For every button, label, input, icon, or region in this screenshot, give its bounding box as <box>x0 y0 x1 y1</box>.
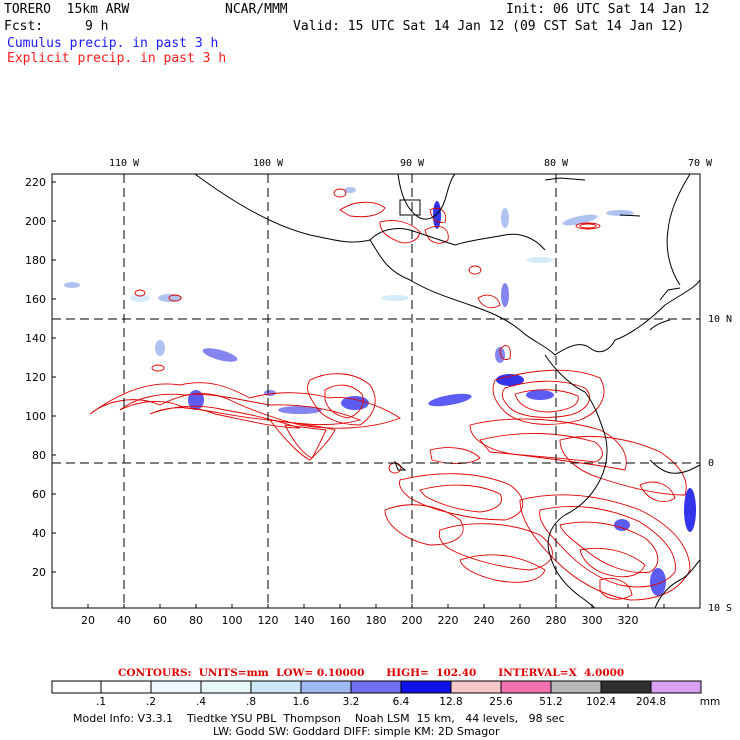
x-tick-label: 300 <box>582 614 603 627</box>
explicit-precip-contours <box>89 188 691 601</box>
contour-info: CONTOURS: UNITS=mm LOW= 0.10000 HIGH= 10… <box>118 667 625 679</box>
x-tick-label: 120 <box>258 614 279 627</box>
lon-label: 90 W <box>400 158 425 169</box>
color-bar-label: 25.6 <box>489 696 513 708</box>
color-bar-label: 1.6 <box>293 696 310 708</box>
x-tick-label: 100 <box>222 614 243 627</box>
model-title: TORERO 15km ARW <box>4 2 130 17</box>
y-tick-label: 80 <box>32 449 46 462</box>
color-bar-label: 204.8 <box>636 696 666 708</box>
x-tick-label: 320 <box>618 614 639 627</box>
color-bar-label: .2 <box>146 696 156 708</box>
x-tick-label: 20 <box>81 614 95 627</box>
axis-ticks <box>52 181 665 608</box>
color-bar-label: 102.4 <box>586 696 616 708</box>
color-bar-label: 6.4 <box>393 696 410 708</box>
lon-label: 100 W <box>253 158 284 169</box>
org-label: NCAR/MMM <box>225 2 288 17</box>
coastlines <box>194 173 701 609</box>
color-bar-label: .1 <box>96 696 106 708</box>
y-tick-label: 180 <box>25 254 46 267</box>
y-tick-label: 20 <box>32 566 46 579</box>
x-tick-label: 160 <box>330 614 351 627</box>
y-tick-label: 120 <box>25 371 46 384</box>
y-tick-label: 140 <box>25 332 46 345</box>
color-bar-unit: mm <box>700 696 720 708</box>
color-bar-label: .8 <box>246 696 256 708</box>
x-tick-label: 60 <box>153 614 167 627</box>
map-frame <box>51 173 701 609</box>
lon-label: 80 W <box>544 158 569 169</box>
x-tick-label: 180 <box>366 614 387 627</box>
valid-time: Valid: 15 UTC Sat 14 Jan 12 (09 CST Sat … <box>293 19 685 34</box>
x-tick-label: 240 <box>474 614 495 627</box>
y-tick-label: 40 <box>32 527 46 540</box>
cumulus-precip-label: Cumulus precip. in past 3 h <box>7 36 219 51</box>
forecast-label: Fcst: <box>4 19 44 34</box>
x-tick-label: 280 <box>546 614 567 627</box>
y-tick-label: 220 <box>25 176 46 189</box>
explicit-precip-label: Explicit precip. in past 3 h <box>7 51 227 66</box>
x-tick-label: 260 <box>510 614 531 627</box>
graticule <box>52 174 700 608</box>
x-tick-label: 40 <box>117 614 131 627</box>
color-bar-label: 12.8 <box>439 696 462 708</box>
model-physics: LW: Godd SW: Goddard DIFF: simple KM: 2D… <box>213 725 500 738</box>
lat-label: 10 N <box>708 314 732 325</box>
x-tick-label: 200 <box>402 614 423 627</box>
lon-label: 110 W <box>109 158 140 169</box>
lon-label: 70 W <box>688 158 713 169</box>
y-tick-label: 60 <box>32 488 46 501</box>
color-bar-label: 3.2 <box>343 696 360 708</box>
model-info: Model Info: V3.3.1 Tiedtke YSU PBL Thomp… <box>73 712 565 725</box>
lat-label: 0 <box>708 458 714 469</box>
x-tick-label: 140 <box>294 614 315 627</box>
y-tick-label: 200 <box>25 215 46 228</box>
cumulus-precip-areas <box>64 187 696 596</box>
y-tick-label: 100 <box>25 410 46 423</box>
forecast-hours: 9 h <box>85 19 109 34</box>
color-bar-label: .4 <box>196 696 206 708</box>
x-tick-label: 80 <box>189 614 203 627</box>
x-tick-label: 220 <box>438 614 459 627</box>
init-time: Init: 06 UTC Sat 14 Jan 12 <box>506 2 710 17</box>
color-bar <box>51 680 702 694</box>
color-bar-label: 51.2 <box>539 696 562 708</box>
lat-label: 10 S <box>708 603 732 614</box>
y-tick-label: 160 <box>25 293 46 306</box>
